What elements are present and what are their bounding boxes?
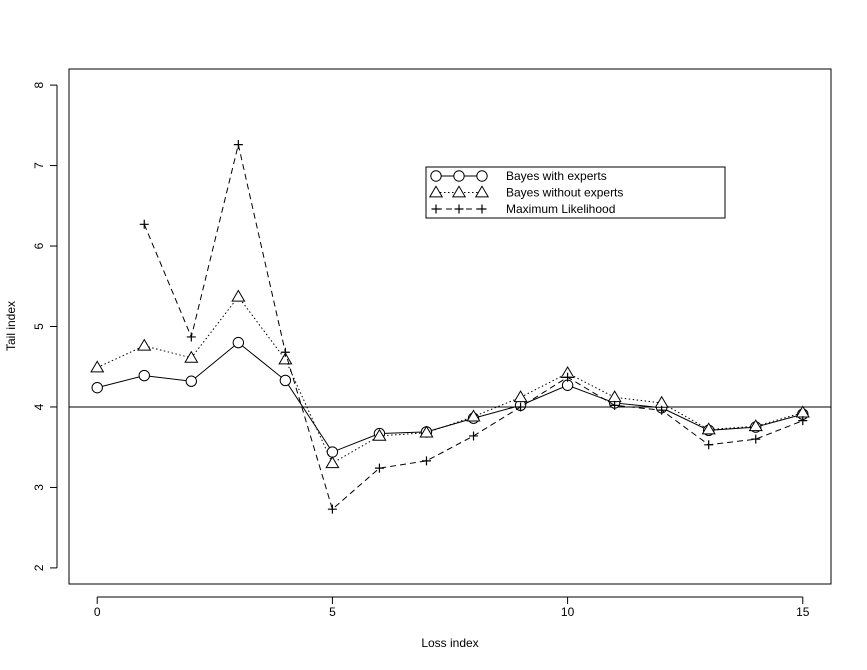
marker-triangle — [184, 350, 199, 363]
marker-circle — [185, 375, 197, 387]
marker-circle — [430, 170, 442, 182]
marker-plus — [431, 204, 441, 214]
marker-plus — [186, 332, 196, 342]
series-line — [97, 341, 803, 453]
marker-triangle — [701, 422, 716, 435]
y-tick-label: 4 — [32, 403, 46, 410]
marker-triangle — [137, 338, 152, 351]
plot-frame — [68, 68, 832, 585]
marker-triangle — [607, 390, 622, 403]
marker-plus — [454, 204, 464, 214]
x-axis-label: Loss index — [421, 636, 478, 650]
series-triangle — [90, 289, 810, 469]
marker-plus — [477, 204, 487, 214]
marker-triangle — [474, 185, 490, 198]
marker-triangle — [451, 185, 467, 198]
marker-triangle — [466, 409, 481, 422]
marker-triangle — [325, 456, 340, 469]
x-axis: 0 5 10 15 — [94, 596, 810, 619]
y-tick-label: 3 — [32, 484, 46, 491]
marker-triangle — [231, 289, 246, 302]
legend: Bayes with experts Bayes without experts M… — [425, 166, 726, 219]
legend-entry: Bayes without experts — [428, 185, 623, 200]
marker-plus — [610, 400, 620, 410]
x-tick-label: 5 — [329, 605, 336, 619]
x-tick-label: 10 — [561, 605, 575, 619]
y-axis-label: Tail index — [4, 301, 18, 351]
y-tick-label: 7 — [32, 162, 46, 169]
legend-label: Bayes without experts — [506, 186, 623, 200]
marker-circle — [279, 374, 292, 387]
marker-plus — [798, 416, 808, 426]
marker-plus — [469, 431, 479, 441]
marker-plus — [516, 402, 526, 412]
marker-plus — [233, 140, 243, 150]
marker-triangle — [513, 390, 528, 403]
legend-label: Bayes with experts — [506, 169, 607, 183]
marker-circle — [476, 170, 488, 182]
marker-circle — [138, 369, 150, 382]
marker-triangle — [419, 425, 434, 438]
marker-plus — [327, 504, 337, 514]
marker-circle — [91, 381, 103, 394]
y-axis: 2 3 4 5 6 7 8 — [32, 81, 58, 571]
series-plus — [139, 140, 808, 514]
legend-label: Maximum Likelihood — [506, 202, 615, 216]
marker-circle — [232, 336, 245, 349]
legend-entry: Bayes with experts — [430, 169, 607, 183]
legend-entry: Maximum Likelihood — [431, 202, 615, 216]
y-tick-label: 8 — [32, 81, 46, 88]
marker-plus — [139, 219, 149, 229]
x-tick-label: 0 — [94, 605, 101, 619]
x-tick-label: 15 — [796, 605, 810, 619]
series-layer — [90, 140, 810, 514]
marker-plus — [421, 456, 431, 466]
marker-plus — [657, 405, 667, 415]
marker-circle — [453, 170, 465, 182]
series-line — [97, 295, 803, 465]
marker-triangle — [372, 428, 387, 441]
marker-triangle — [748, 419, 763, 432]
y-tick-label: 2 — [32, 564, 46, 571]
marker-plus — [374, 463, 384, 473]
marker-triangle — [90, 360, 105, 373]
marker-plus — [704, 440, 714, 450]
marker-plus — [751, 434, 761, 444]
y-tick-label: 6 — [32, 242, 46, 249]
marker-plus — [563, 372, 573, 382]
y-tick-label: 5 — [32, 323, 46, 330]
marker-triangle — [428, 185, 444, 198]
marker-plus — [280, 347, 290, 357]
